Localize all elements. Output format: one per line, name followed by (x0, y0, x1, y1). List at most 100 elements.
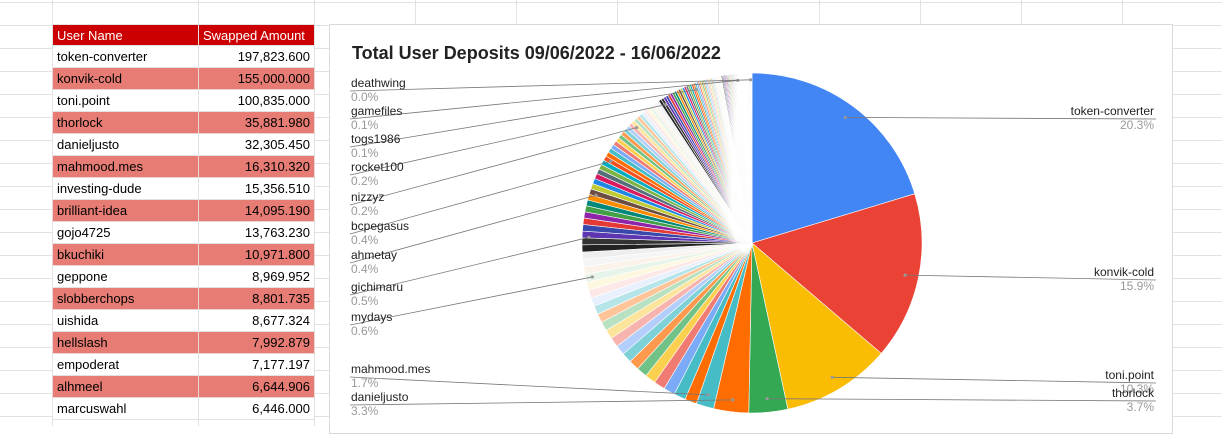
pie-label-name: bcpegasus (351, 219, 409, 233)
pie-label-name: toni.point (1105, 368, 1154, 382)
pie-label-percent: 3.7% (1127, 400, 1155, 414)
pie-label-name: gamefiles (351, 104, 402, 118)
leader-dot (749, 78, 752, 81)
pie-label-percent: 0.4% (351, 233, 379, 247)
cell-swapped-amount[interactable]: 7,177.197 (199, 354, 315, 376)
cell-swapped-amount[interactable]: 13,763.230 (199, 222, 315, 244)
cell-user-name[interactable]: slobberchops (53, 288, 199, 310)
pie-label-name: mydays (351, 310, 392, 324)
leader-dot (591, 275, 594, 278)
cell-swapped-amount[interactable]: 8,801.735 (199, 288, 315, 310)
pie-label-name: token-converter (1071, 104, 1154, 118)
pie-label-percent: 0.5% (351, 294, 379, 308)
header-swapped-amount[interactable]: Swapped Amount (199, 25, 315, 46)
pie-label-percent: 0.1% (351, 146, 379, 160)
pie-label-percent: 0.6% (351, 324, 379, 338)
pie-label-percent: 1.7% (351, 376, 379, 390)
pie-label-percent: 20.3% (1120, 118, 1154, 132)
cell-user-name[interactable]: toni.point (53, 90, 199, 112)
pie-label-name: gichimaru (351, 280, 403, 294)
pie-label-name: konvik-cold (1094, 265, 1154, 279)
cell-user-name[interactable]: bkuchiki (53, 244, 199, 266)
leader-dot (731, 398, 734, 401)
cell-swapped-amount[interactable]: 6,644.906 (199, 376, 315, 398)
cell-swapped-amount[interactable]: 15,356.510 (199, 178, 315, 200)
pie-label-name: thorlock (1112, 386, 1155, 400)
leader-dot (844, 116, 847, 119)
pie-chart[interactable]: Total User Deposits 09/06/2022 - 16/06/2… (329, 24, 1173, 434)
pie-label-percent: 3.3% (351, 404, 379, 418)
leader-dot (695, 88, 698, 91)
cell-swapped-amount[interactable]: 197,823.600 (199, 46, 315, 68)
cell-user-name[interactable]: gojo4725 (53, 222, 199, 244)
cell-user-name[interactable]: token-converter (53, 46, 199, 68)
pie-label-percent: 0.1% (351, 118, 379, 132)
pie-label-name: nizzyz (351, 190, 384, 204)
cell-user-name[interactable]: geppone (53, 266, 199, 288)
cell-swapped-amount[interactable]: 32,305.450 (199, 134, 315, 156)
pie-label-percent: 15.9% (1120, 279, 1154, 293)
leader-line (767, 399, 1156, 401)
cell-swapped-amount[interactable]: 100,835.000 (199, 90, 315, 112)
leader-dot (707, 393, 710, 396)
pie-label-name: togs1986 (351, 132, 401, 146)
pie-label-name: ahmetay (351, 248, 397, 262)
leader-dot (609, 160, 612, 163)
cell-swapped-amount[interactable]: 7,992.879 (199, 332, 315, 354)
pie-label-name: rocket100 (351, 160, 404, 174)
cell-user-name[interactable]: empoderat (53, 354, 199, 376)
leader-dot (664, 103, 667, 106)
table-header-row: User Name Swapped Amount (53, 25, 315, 46)
cell-swapped-amount[interactable]: 155,000.000 (199, 68, 315, 90)
pie-label-name: danieljusto (351, 390, 409, 404)
cell-swapped-amount[interactable]: 8,969.952 (199, 266, 315, 288)
cell-swapped-amount[interactable]: 35,881.980 (199, 112, 315, 134)
leader-dot (587, 236, 590, 239)
cell-user-name[interactable]: danieljusto (53, 134, 199, 156)
leader-dot (594, 194, 597, 197)
cell-user-name[interactable]: brilliant-idea (53, 200, 199, 222)
cell-user-name[interactable]: hellslash (53, 332, 199, 354)
cell-user-name[interactable]: mahmood.mes (53, 156, 199, 178)
leader-dot (831, 376, 834, 379)
cell-swapped-amount[interactable]: 16,310.320 (199, 156, 315, 178)
leader-dot (766, 397, 769, 400)
data-table: User Name Swapped Amount token-converter… (52, 24, 315, 420)
cell-swapped-amount[interactable]: 10,971.800 (199, 244, 315, 266)
header-user-name[interactable]: User Name (53, 25, 199, 46)
cell-swapped-amount[interactable]: 14,095.190 (199, 200, 315, 222)
leader-dot (635, 126, 638, 129)
pie-label-percent: 0.2% (351, 204, 379, 218)
cell-user-name[interactable]: thorlock (53, 112, 199, 134)
pie-label-percent: 0.2% (351, 174, 379, 188)
pie-label-name: deathwing (351, 76, 406, 90)
cell-user-name[interactable]: uishida (53, 310, 199, 332)
cell-user-name[interactable]: investing-dude (53, 178, 199, 200)
cell-user-name[interactable]: alhmeel (53, 376, 199, 398)
cell-swapped-amount[interactable]: 8,677.324 (199, 310, 315, 332)
cell-swapped-amount[interactable]: 6,446.000 (199, 398, 315, 420)
pie-label-name: mahmood.mes (351, 362, 430, 376)
leader-dot (903, 274, 906, 277)
cell-user-name[interactable]: konvik-cold (53, 68, 199, 90)
cell-user-name[interactable]: marcuswahl (53, 398, 199, 420)
pie-label-percent: 0.0% (351, 90, 379, 104)
